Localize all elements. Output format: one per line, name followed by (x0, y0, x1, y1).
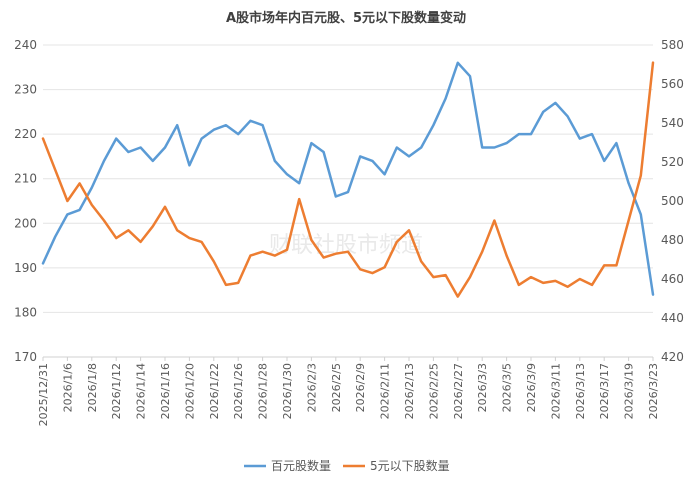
x-tick-label: 2026/1/16 (159, 363, 172, 419)
x-tick-label: 2026/3/9 (525, 363, 538, 412)
x-tick-label: 2026/1/6 (61, 363, 74, 412)
right-y-tick-label: 440 (661, 311, 684, 325)
gridlines (43, 44, 653, 358)
left-y-tick-label: 230 (14, 83, 37, 97)
right-y-tick-label: 420 (661, 350, 684, 364)
x-axis: 2025/12/31 2026/1/6 2026/1/8 2026/1/12 2026/… (37, 357, 660, 426)
right-y-tick-label: 560 (661, 77, 684, 91)
x-tick-label: 2026/1/30 (281, 363, 294, 419)
right-y-tick-label: 480 (661, 233, 684, 247)
series-line-2 (41, 61, 655, 298)
x-tick-label: 2026/3/11 (549, 363, 562, 419)
x-tick-label: 2026/1/28 (257, 363, 270, 419)
x-tick-label: 2026/1/26 (232, 363, 245, 419)
legend-label-series-1: 百元股数量 (271, 458, 331, 473)
right-y-tick-label: 500 (661, 194, 684, 208)
legend: 百元股数量 5元以下股数量 (244, 458, 450, 473)
x-tick-label: 2026/3/23 (647, 363, 660, 419)
right-y-tick-label: 540 (661, 116, 684, 130)
left-y-tick-label: 190 (14, 261, 37, 275)
chart-title: A股市场年内百元股、5元以下股数量变动 (226, 10, 466, 26)
left-y-tick-label: 200 (14, 216, 37, 230)
right-y-tick-label: 460 (661, 272, 684, 286)
x-tick-label: 2026/3/13 (574, 363, 587, 419)
x-tick-label: 2026/2/13 (403, 363, 416, 419)
left-y-tick-label: 170 (14, 350, 37, 364)
x-tick-label: 2026/2/5 (330, 363, 343, 412)
legend-label-series-2: 5元以下股数量 (370, 458, 450, 473)
left-y-tick-label: 220 (14, 127, 37, 141)
x-tick-label: 2026/1/22 (208, 363, 221, 419)
series-line-1 (41, 61, 655, 296)
left-y-axis: 170 180 190 200 210 220 230 240 (14, 38, 37, 364)
x-tick-label: 2026/1/8 (86, 363, 99, 412)
x-tick-label: 2026/2/25 (427, 363, 440, 419)
x-tick-label: 2026/3/19 (623, 363, 636, 419)
right-y-tick-label: 520 (661, 155, 684, 169)
x-tick-label: 2026/3/3 (476, 363, 489, 412)
left-y-tick-label: 180 (14, 305, 37, 319)
x-tick-label: 2025/12/31 (37, 363, 50, 426)
x-tick-label: 2026/1/12 (110, 363, 123, 419)
x-tick-label: 2026/1/14 (135, 363, 148, 419)
left-y-tick-label: 210 (14, 172, 37, 186)
x-tick-label: 2026/2/11 (379, 363, 392, 419)
right-y-tick-label: 580 (661, 38, 684, 52)
x-tick-label: 2026/2/3 (305, 363, 318, 412)
x-tick-label: 2026/3/5 (501, 363, 514, 412)
x-tick-label: 2026/2/9 (354, 363, 367, 412)
x-tick-label: 2026/1/20 (183, 363, 196, 419)
right-y-axis: 420 440 460 480 500 520 540 560 580 (661, 38, 684, 364)
watermark: 财联社股市频道 (269, 233, 423, 258)
x-tick-label: 2026/2/27 (452, 363, 465, 419)
x-tick-label: 2026/3/17 (598, 363, 611, 419)
left-y-tick-label: 240 (14, 38, 37, 52)
series-lines (41, 61, 655, 298)
